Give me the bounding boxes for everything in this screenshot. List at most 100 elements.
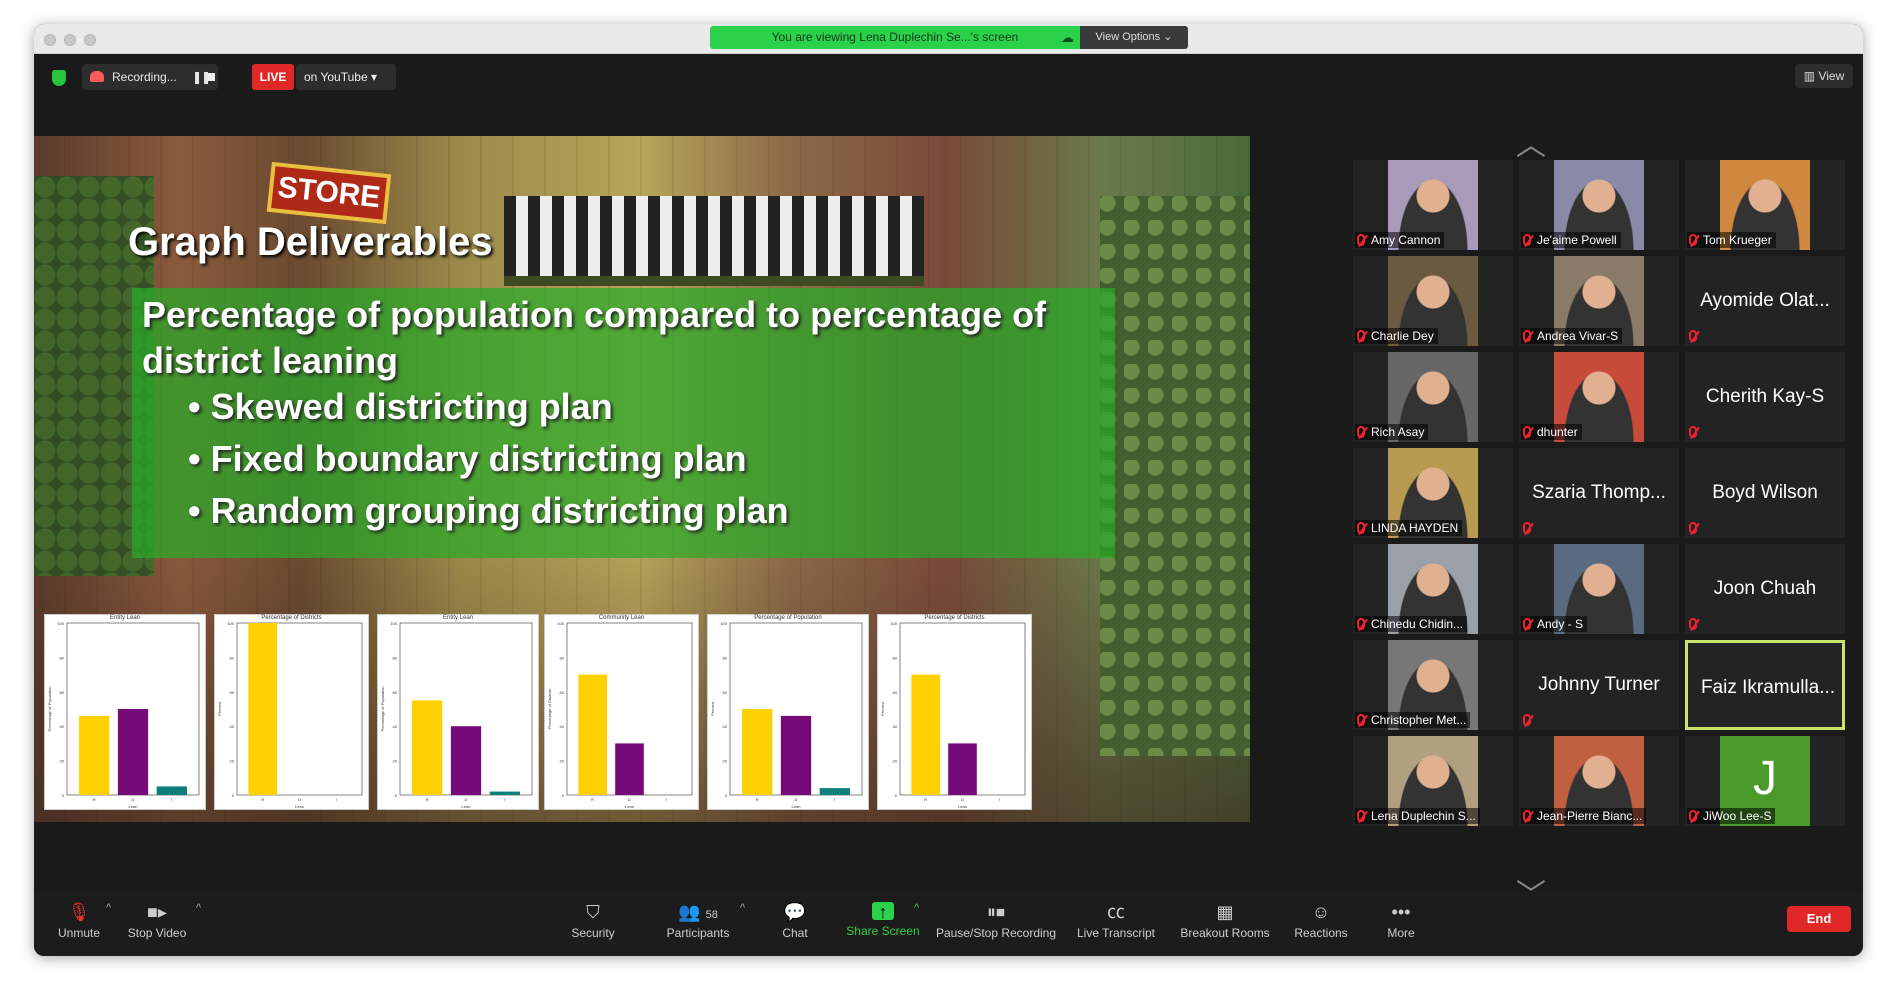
live-badge[interactable]: LIVE [252,64,294,90]
y-tick-label: 100 [57,621,64,626]
muted-mic-icon [1523,330,1531,342]
participant-tile[interactable]: Joon Chuah [1685,544,1845,634]
share-screen-button[interactable]: ↑ Share Screen [838,898,928,952]
participant-tile[interactable]: LINDA HAYDEN [1353,448,1513,538]
unmute-button[interactable]: 🎙 Unmute [34,898,124,952]
video-camera-icon: ■▸ [147,902,167,922]
zoom-window-button[interactable] [84,34,96,46]
slide-bullet: • Fixed boundary districting plan [188,438,747,479]
background-ivy [1100,196,1250,756]
share-screen-label: Share Screen [846,924,920,938]
participants-caret-icon[interactable]: ^ [740,902,746,914]
x-tick-label: D [132,797,135,802]
breakout-rooms-button[interactable]: ▦ Breakout Rooms [1170,898,1280,952]
reactions-button[interactable]: ☺ Reactions [1276,898,1366,952]
chart-title: Percentage of Districts [261,615,322,621]
x-tick-label: I [834,797,835,802]
view-options-button[interactable]: View Options ⌄ [1080,26,1188,49]
page-up-chevron-icon[interactable]: ︿ [1516,129,1546,162]
x-tick-label: I [504,797,505,802]
ellipsis-icon: ••• [1391,902,1411,922]
chart-bar [248,623,278,795]
chat-button[interactable]: 💬 Chat [750,898,840,952]
security-label: Security [571,926,615,940]
participant-tile[interactable]: Cherith Kay-S [1685,352,1845,442]
y-tick-label: 0 [62,793,65,798]
muted-mic-icon [1357,714,1365,726]
encryption-shield-icon[interactable] [52,70,66,86]
chart-bar [911,674,941,795]
security-button[interactable]: ⛉ Security [548,898,638,952]
participant-tile[interactable]: Andy - S [1519,544,1679,634]
more-button[interactable]: ••• More [1356,898,1446,952]
chart-bar [780,715,812,795]
video-options-caret-icon[interactable]: ^ [196,902,202,914]
muted-mic-icon [1689,618,1697,630]
participant-tile[interactable]: Szaria Thomp... [1519,448,1679,538]
closed-caption-icon: ㏄ [1107,902,1125,922]
participant-name: Andy - S [1521,616,1588,632]
chart-plot: 0 20 40 60 80 100 Percent Lean R D I [217,621,363,809]
participant-tile[interactable]: Christopher Met... [1353,640,1513,730]
share-options-caret-icon[interactable]: ^ [914,902,920,914]
chart-bar [450,726,482,795]
livestream-dropdown[interactable]: on YouTube ▾ [296,64,396,90]
minimize-window-button[interactable] [64,34,76,46]
view-button[interactable]: ▥ View [1795,64,1853,88]
participant-tile[interactable]: dhunter [1519,352,1679,442]
participant-tile[interactable]: Amy Cannon [1353,160,1513,250]
pause-stop-recording-button[interactable]: ⏸⏹ Pause/Stop Recording [934,898,1058,952]
muted-mic-icon [1689,330,1697,342]
y-tick-label: 100 [720,621,727,626]
participant-tile[interactable]: Chinedu Chidin... [1353,544,1513,634]
end-meeting-button[interactable]: End [1787,906,1851,932]
participant-name: Johnny Turner [1538,674,1660,695]
participant-tile[interactable]: Jean-Pierre Bianc... [1519,736,1679,826]
participant-tile[interactable]: Charlie Dey [1353,256,1513,346]
participant-name: Christopher Met... [1355,712,1471,728]
y-tick-label: 60 [60,690,65,695]
participant-tile[interactable]: Faiz Ikramulla... [1685,640,1845,730]
participant-tile[interactable]: Andrea Vivar-S [1519,256,1679,346]
participant-tile[interactable]: Ayomide Olat... [1685,256,1845,346]
stop-recording-icon[interactable] [207,73,215,81]
stop-video-label: Stop Video [127,926,187,940]
recording-label: Recording... [112,70,177,84]
y-axis-label: Percentage of Population [47,687,52,732]
y-tick-label: 20 [893,759,898,764]
muted-mic-icon [1523,426,1531,438]
y-tick-label: 20 [723,759,728,764]
participant-tile[interactable]: J JiWoo Lee-S [1685,736,1845,826]
participant-name: JiWoo Lee-S [1687,808,1776,824]
participant-tile[interactable]: Johnny Turner [1519,640,1679,730]
close-window-button[interactable] [44,34,56,46]
y-tick-label: 100 [890,621,897,626]
participant-tile[interactable]: Rich Asay [1353,352,1513,442]
y-axis-label: Percent [217,701,222,716]
participants-label: Participants [666,926,730,940]
chart-bar [615,743,644,795]
participant-tile[interactable]: Je'aime Powell [1519,160,1679,250]
participant-tile[interactable]: Lena Duplechin S... [1353,736,1513,826]
participant-name: Rich Asay [1355,424,1429,440]
y-tick-label: 100 [227,621,234,626]
x-axis-label: Lean [958,804,967,809]
y-axis-label: Percent [710,701,715,716]
more-label: More [1387,926,1415,940]
participants-button[interactable]: 👥 58 Participants [646,898,750,952]
pause-recording-icon[interactable]: ❚❚ [192,70,211,84]
reaction-smiley-icon: ☺ [1311,902,1331,922]
audio-options-caret-icon[interactable]: ^ [106,902,112,914]
y-tick-label: 40 [560,724,565,729]
slide-bullet-text: Random grouping districting plan [210,490,789,531]
x-axis-label: Lean [462,804,471,809]
participant-name: LINDA HAYDEN [1355,520,1463,536]
participant-tile[interactable]: Boyd Wilson [1685,448,1845,538]
live-transcript-button[interactable]: ㏄ Live Transcript [1064,898,1168,952]
chart-bar [819,788,850,795]
chat-bubble-icon: 💬 [783,902,807,922]
stop-video-button[interactable]: ■▸ Stop Video [112,898,202,952]
participant-tile[interactable]: Tom Krueger [1685,160,1845,250]
participant-name: Amy Cannon [1355,232,1445,248]
slide-bullet: • Skewed districting plan [188,386,613,427]
